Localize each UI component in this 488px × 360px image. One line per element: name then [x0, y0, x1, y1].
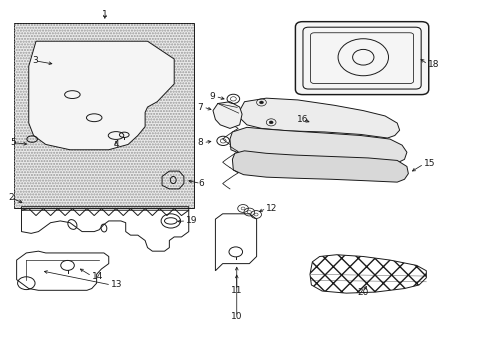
Text: 1: 1 — [102, 10, 107, 19]
Text: 3: 3 — [32, 56, 38, 65]
Text: 14: 14 — [92, 271, 103, 280]
Text: 11: 11 — [230, 286, 242, 295]
Circle shape — [269, 121, 272, 124]
FancyBboxPatch shape — [310, 33, 413, 84]
Polygon shape — [229, 127, 406, 163]
Text: 4: 4 — [113, 140, 119, 149]
Text: 12: 12 — [266, 204, 277, 213]
Polygon shape — [213, 102, 242, 129]
Text: 9: 9 — [209, 92, 215, 101]
Text: 2: 2 — [8, 193, 14, 202]
Text: 6: 6 — [198, 179, 203, 188]
FancyBboxPatch shape — [303, 27, 420, 89]
Polygon shape — [239, 98, 399, 138]
Text: 16: 16 — [296, 115, 308, 124]
FancyBboxPatch shape — [295, 22, 428, 95]
Text: 10: 10 — [230, 312, 242, 321]
Text: 13: 13 — [111, 280, 122, 289]
Text: 20: 20 — [357, 288, 368, 297]
Polygon shape — [309, 255, 426, 293]
Text: 19: 19 — [186, 216, 198, 225]
Text: 15: 15 — [423, 159, 434, 168]
Text: 17: 17 — [386, 161, 398, 170]
Text: 18: 18 — [427, 60, 438, 69]
Text: 5: 5 — [10, 138, 16, 147]
Polygon shape — [29, 41, 174, 150]
Polygon shape — [232, 151, 407, 182]
Bar — [14, 23, 193, 208]
Text: 7: 7 — [197, 103, 203, 112]
Text: 8: 8 — [197, 138, 203, 147]
Bar — [14, 23, 193, 208]
Circle shape — [259, 101, 263, 104]
